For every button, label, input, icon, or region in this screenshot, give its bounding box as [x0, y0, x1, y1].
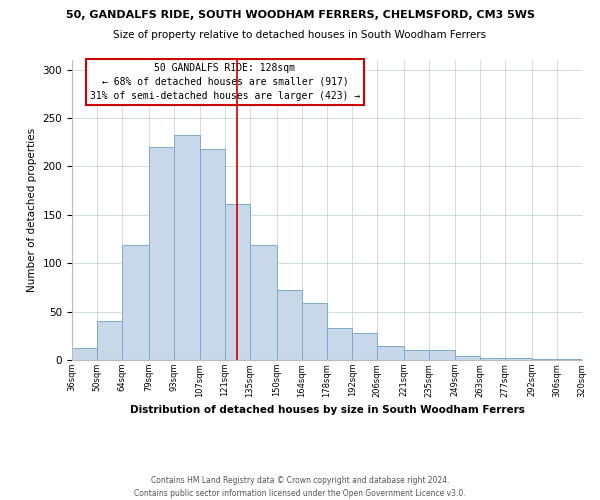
Text: 50, GANDALFS RIDE, SOUTH WOODHAM FERRERS, CHELMSFORD, CM3 5WS: 50, GANDALFS RIDE, SOUTH WOODHAM FERRERS…	[65, 10, 535, 20]
X-axis label: Distribution of detached houses by size in South Woodham Ferrers: Distribution of detached houses by size …	[130, 405, 524, 415]
Text: Contains HM Land Registry data © Crown copyright and database right 2024.
Contai: Contains HM Land Registry data © Crown c…	[134, 476, 466, 498]
Bar	[72, 348, 97, 360]
Text: 50 GANDALFS RIDE: 128sqm
← 68% of detached houses are smaller (917)
31% of semi-: 50 GANDALFS RIDE: 128sqm ← 68% of detach…	[90, 63, 360, 101]
Bar	[224, 204, 250, 360]
Bar	[532, 359, 557, 360]
Bar	[97, 322, 122, 360]
Bar	[122, 245, 149, 360]
Bar	[352, 333, 377, 360]
Bar	[479, 358, 505, 360]
Bar	[149, 147, 175, 360]
Bar	[277, 290, 302, 360]
Bar	[505, 358, 532, 360]
Bar	[327, 328, 352, 360]
Bar	[404, 350, 430, 360]
Bar	[175, 136, 199, 360]
Y-axis label: Number of detached properties: Number of detached properties	[27, 128, 37, 292]
Bar	[455, 356, 479, 360]
Bar	[377, 346, 404, 360]
Bar	[250, 245, 277, 360]
Bar	[430, 350, 455, 360]
Bar	[557, 359, 582, 360]
Bar	[302, 303, 327, 360]
Text: Size of property relative to detached houses in South Woodham Ferrers: Size of property relative to detached ho…	[113, 30, 487, 40]
Bar	[199, 149, 224, 360]
